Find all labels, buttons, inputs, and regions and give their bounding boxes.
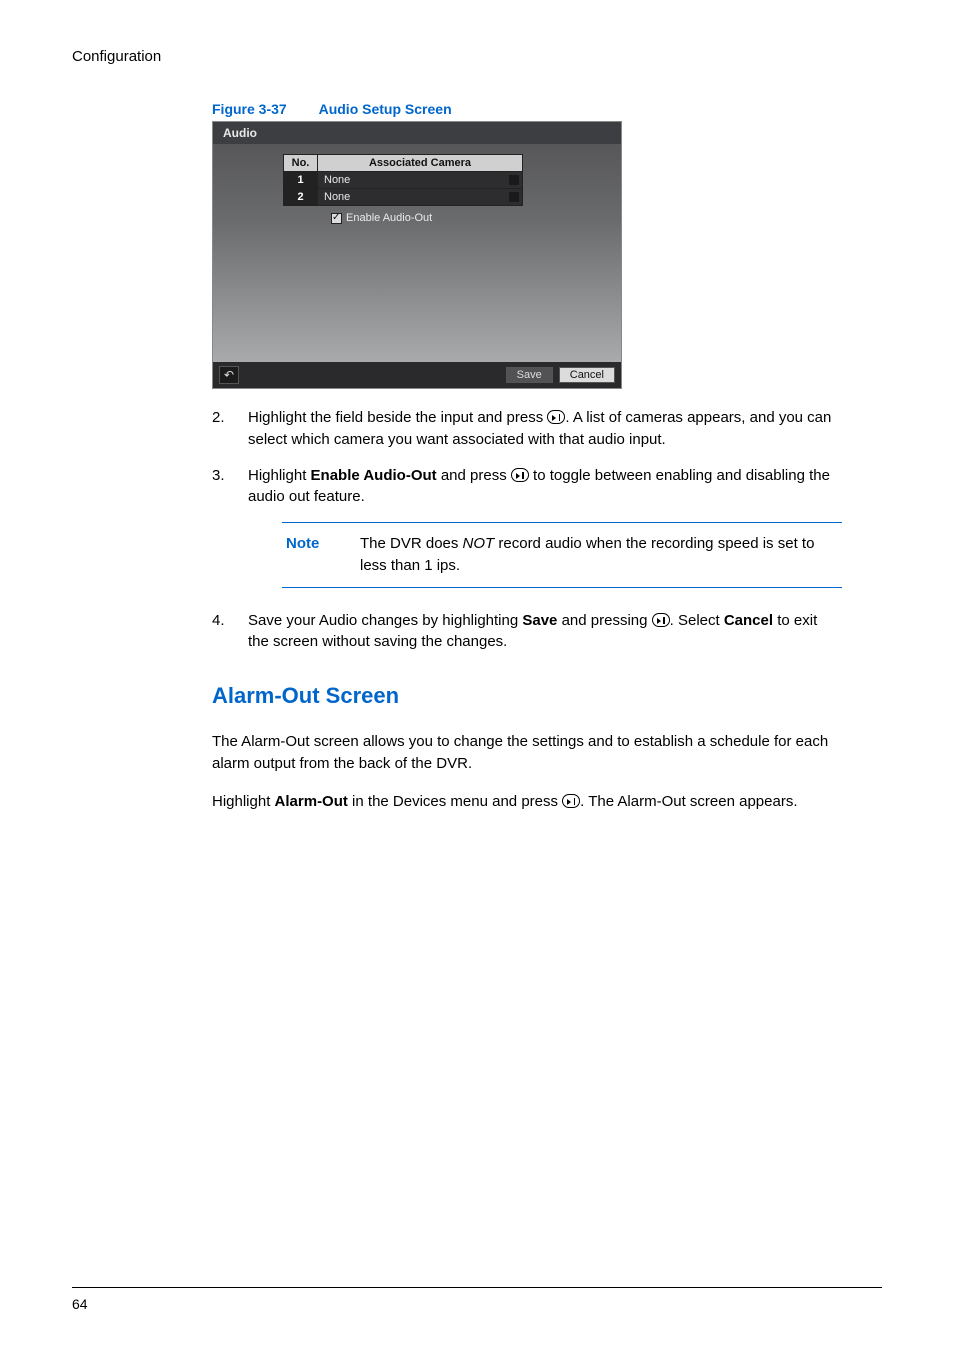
steps-list: 2. Highlight the field beside the input … <box>212 407 842 508</box>
step-text: Save your Audio changes by highlighting … <box>248 610 842 654</box>
step-number: 2. <box>212 407 230 451</box>
figure-number: Figure 3-37 <box>212 101 287 117</box>
enter-button-icon <box>652 613 670 627</box>
text-run: Highlight the field beside the input and… <box>248 409 547 426</box>
enable-audio-out-row[interactable]: Enable Audio-Out <box>331 212 432 224</box>
associated-camera-dropdown[interactable]: None <box>318 172 523 189</box>
associated-camera-dropdown[interactable]: None <box>318 189 523 206</box>
checkbox-checked-icon[interactable] <box>331 213 342 224</box>
cancel-button[interactable]: Cancel <box>559 367 615 383</box>
screenshot-titlebar: Audio <box>213 122 621 144</box>
step-text: Highlight the field beside the input and… <box>248 407 842 451</box>
text-run: . Select <box>670 612 724 629</box>
table-row: 1 None <box>284 172 523 189</box>
running-head: Configuration <box>72 48 882 65</box>
chevron-down-icon <box>509 192 519 202</box>
text-run: The DVR does <box>360 535 463 552</box>
text-run: and press <box>437 467 511 484</box>
figure-title: Audio Setup Screen <box>319 101 452 117</box>
step-3: 3. Highlight Enable Audio-Out and press … <box>212 465 842 509</box>
row-number: 2 <box>284 189 318 206</box>
text-run: Save your Audio changes by highlighting <box>248 612 522 629</box>
section-heading-alarm-out: Alarm-Out Screen <box>212 683 842 709</box>
figure-caption: Figure 3-37 Audio Setup Screen <box>212 101 842 117</box>
enable-audio-out-label: Enable Audio-Out <box>346 212 432 224</box>
text-run: Highlight <box>212 793 275 810</box>
text-run: . The Alarm-Out screen appears. <box>580 793 797 810</box>
col-header-associated-camera: Associated Camera <box>318 155 523 172</box>
enter-button-icon <box>511 468 529 482</box>
screenshot-footer: ↶ Save Cancel <box>213 362 621 388</box>
paragraph: Highlight Alarm-Out in the Devices menu … <box>212 791 842 813</box>
bold-text: Enable Audio-Out <box>311 467 437 484</box>
chevron-down-icon <box>509 175 519 185</box>
step-number: 4. <box>212 610 230 654</box>
step-number: 3. <box>212 465 230 509</box>
note-row: Note The DVR does NOT record audio when … <box>282 523 842 587</box>
screenshot-body: No. Associated Camera 1 None 2 None <box>213 144 621 362</box>
step-2: 2. Highlight the field beside the input … <box>212 407 842 451</box>
paragraph: The Alarm-Out screen allows you to chang… <box>212 731 842 775</box>
text-run: in the Devices menu and press <box>348 793 562 810</box>
dropdown-value: None <box>324 191 350 203</box>
back-button[interactable]: ↶ <box>219 366 239 384</box>
step-4: 4. Save your Audio changes by highlighti… <box>212 610 842 654</box>
bold-text: Alarm-Out <box>275 793 348 810</box>
note-block: Note The DVR does NOT record audio when … <box>282 522 842 588</box>
row-number: 1 <box>284 172 318 189</box>
text-run: and pressing <box>557 612 651 629</box>
footer-rule <box>72 1287 882 1288</box>
page: Configuration Figure 3-37 Audio Setup Sc… <box>0 0 954 1348</box>
note-text: The DVR does NOT record audio when the r… <box>360 533 842 577</box>
table-row: 2 None <box>284 189 523 206</box>
col-header-no: No. <box>284 155 318 172</box>
enter-button-icon <box>547 410 565 424</box>
note-rule-bottom <box>282 587 842 588</box>
save-button[interactable]: Save <box>506 367 553 383</box>
associated-camera-table: No. Associated Camera 1 None 2 None <box>283 154 523 206</box>
footer-buttons: Save Cancel <box>506 367 615 383</box>
audio-setup-screenshot: Audio No. Associated Camera 1 None <box>212 121 622 389</box>
table-header-row: No. Associated Camera <box>284 155 523 172</box>
bold-text: Cancel <box>724 612 773 629</box>
step-text: Highlight Enable Audio-Out and press to … <box>248 465 842 509</box>
bold-text: Save <box>522 612 557 629</box>
italic-text: NOT <box>463 535 495 552</box>
note-label: Note <box>286 533 332 577</box>
page-number: 64 <box>72 1296 88 1312</box>
enter-button-icon <box>562 794 580 808</box>
back-arrow-icon: ↶ <box>224 368 234 382</box>
content-column: Figure 3-37 Audio Setup Screen Audio No.… <box>212 101 842 812</box>
dropdown-value: None <box>324 174 350 186</box>
text-run: Highlight <box>248 467 311 484</box>
